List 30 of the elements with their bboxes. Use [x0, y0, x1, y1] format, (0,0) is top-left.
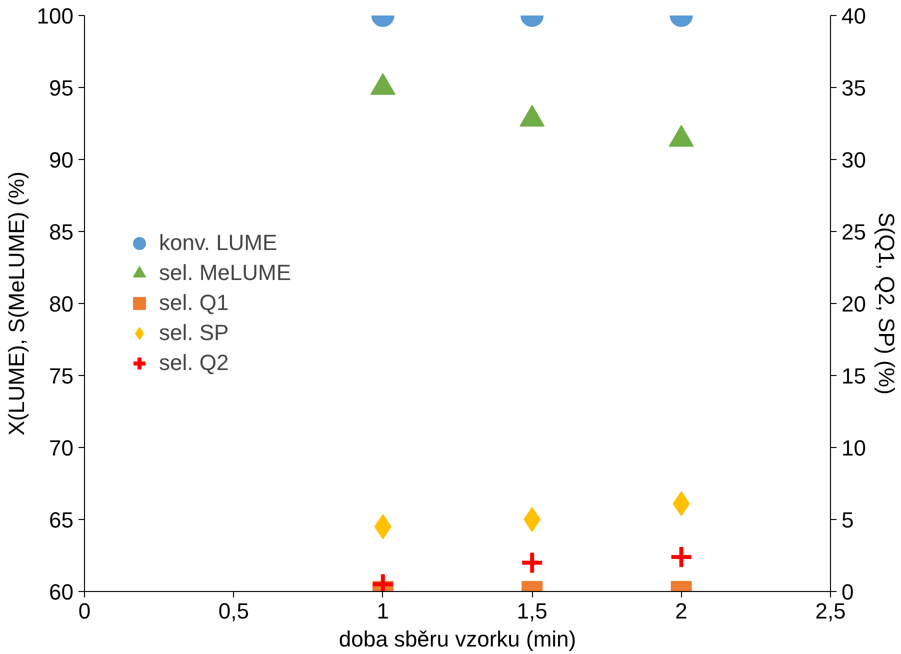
- y-tick-label: 80: [49, 292, 74, 316]
- legend-label: sel. Q1: [159, 290, 229, 316]
- y2-axis-title: S(Q1, Q2, SP) (%): [874, 212, 899, 395]
- x-tick-label: 1,5: [516, 598, 548, 624]
- x-tick-label: 0: [78, 598, 91, 624]
- legend-label: konv. LUME: [159, 230, 278, 256]
- y-tick-label: 75: [49, 364, 74, 388]
- x-tick-label: 2: [675, 598, 688, 624]
- y-tick-label: 85: [49, 220, 74, 244]
- y-tick-label: 90: [49, 148, 74, 172]
- y2-tick-label: 35: [842, 76, 866, 100]
- legend-label: sel. Q2: [159, 350, 229, 376]
- y-tick-label: 95: [49, 76, 74, 100]
- y2-tick-label: 20: [842, 292, 866, 316]
- y2-tick-label: 40: [842, 4, 866, 28]
- x-tick-label: 1: [376, 598, 390, 624]
- y2-tick-label: 5: [842, 508, 854, 532]
- legend-label: sel. MeLUME: [159, 260, 292, 286]
- y2-tick-label: 25: [842, 220, 866, 244]
- x-tick-label: 0,5: [218, 598, 249, 624]
- y-axis-title: X(LUME), S(MeLUME) (%): [4, 171, 29, 436]
- y-tick-label: 60: [49, 580, 74, 604]
- y2-tick-label: 30: [842, 148, 866, 172]
- y-tick-label: 100: [36, 4, 74, 28]
- y-tick-label: 65: [49, 508, 74, 532]
- y2-tick-label: 10: [842, 436, 866, 460]
- y2-tick-label: 15: [842, 364, 866, 388]
- x-axis-title: doba sběru vzorku (min): [338, 626, 576, 652]
- y-tick-label: 70: [49, 436, 74, 460]
- legend-label: sel. SP: [159, 320, 229, 346]
